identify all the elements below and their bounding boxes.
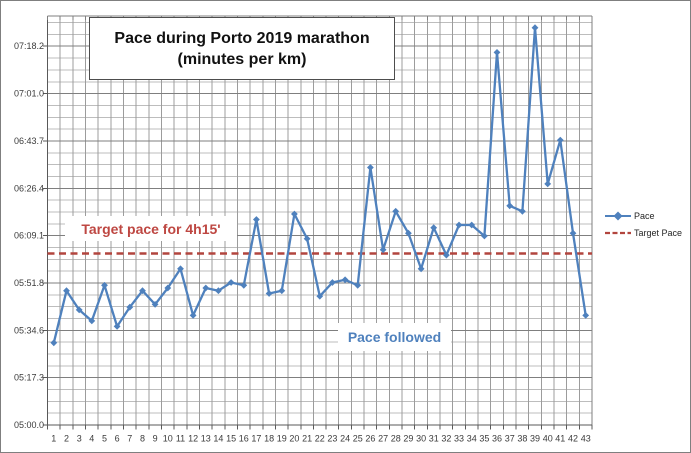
svg-text:34: 34 [467,434,477,444]
svg-text:05:51.8: 05:51.8 [14,278,44,288]
svg-text:05:34.6: 05:34.6 [14,325,44,335]
svg-text:17: 17 [251,434,261,444]
svg-text:11: 11 [176,434,185,444]
svg-text:14: 14 [213,434,223,444]
svg-text:5: 5 [102,434,107,444]
svg-text:4: 4 [89,434,94,444]
svg-text:7: 7 [127,434,132,444]
svg-text:29: 29 [403,434,413,444]
svg-text:21: 21 [302,434,312,444]
svg-text:10: 10 [163,434,173,444]
svg-text:1: 1 [51,434,56,444]
svg-text:19: 19 [277,434,287,444]
svg-text:30: 30 [416,434,426,444]
svg-text:07:01.0: 07:01.0 [14,89,44,99]
svg-text:24: 24 [340,434,350,444]
svg-text:15: 15 [226,434,236,444]
svg-text:12: 12 [188,434,198,444]
svg-text:35: 35 [479,434,489,444]
target-pace-dashed-swatch-icon [605,231,631,235]
legend-item-target-pace: Target Pace [604,227,682,239]
svg-text:8: 8 [140,434,145,444]
svg-text:6: 6 [115,434,120,444]
svg-text:13: 13 [201,434,211,444]
svg-text:18: 18 [264,434,274,444]
svg-text:38: 38 [517,434,527,444]
pace-line-swatch-icon [605,211,631,221]
svg-text:40: 40 [543,434,553,444]
svg-text:3: 3 [77,434,82,444]
target-pace-annotation: Target pace for 4h15' [65,216,237,241]
chart-title-line1: Pace during Porto 2019 marathon [114,29,370,47]
legend: Pace Target Pace [604,210,682,239]
svg-text:07:18.2: 07:18.2 [14,41,44,51]
svg-text:05:17.3: 05:17.3 [14,373,44,383]
svg-text:20: 20 [289,434,299,444]
svg-text:25: 25 [353,434,363,444]
svg-text:2: 2 [64,434,69,444]
svg-text:16: 16 [239,434,249,444]
legend-pace-label: Pace [634,211,655,221]
chart-title: Pace during Porto 2019 marathon (minutes… [89,17,395,80]
svg-text:36: 36 [492,434,502,444]
svg-text:39: 39 [530,434,540,444]
svg-text:9: 9 [153,434,158,444]
svg-text:31: 31 [429,434,439,444]
svg-text:05:00.0: 05:00.0 [14,420,44,430]
svg-text:26: 26 [365,434,375,444]
svg-text:22: 22 [315,434,325,444]
svg-text:06:09.1: 06:09.1 [14,231,44,241]
pace-followed-annotation: Pace followed [338,323,451,351]
legend-item-pace: Pace [604,210,682,222]
svg-text:06:43.7: 06:43.7 [14,136,44,146]
svg-text:33: 33 [454,434,464,444]
legend-target-pace-label: Target Pace [634,228,683,238]
svg-text:06:26.4: 06:26.4 [14,183,44,193]
svg-text:37: 37 [505,434,515,444]
svg-text:27: 27 [378,434,388,444]
svg-text:43: 43 [581,434,591,444]
svg-text:28: 28 [391,434,401,444]
svg-text:41: 41 [555,434,565,444]
svg-text:32: 32 [441,434,451,444]
svg-text:42: 42 [568,434,578,444]
svg-text:23: 23 [327,434,337,444]
chart-title-line2: (minutes per km) [177,50,307,68]
